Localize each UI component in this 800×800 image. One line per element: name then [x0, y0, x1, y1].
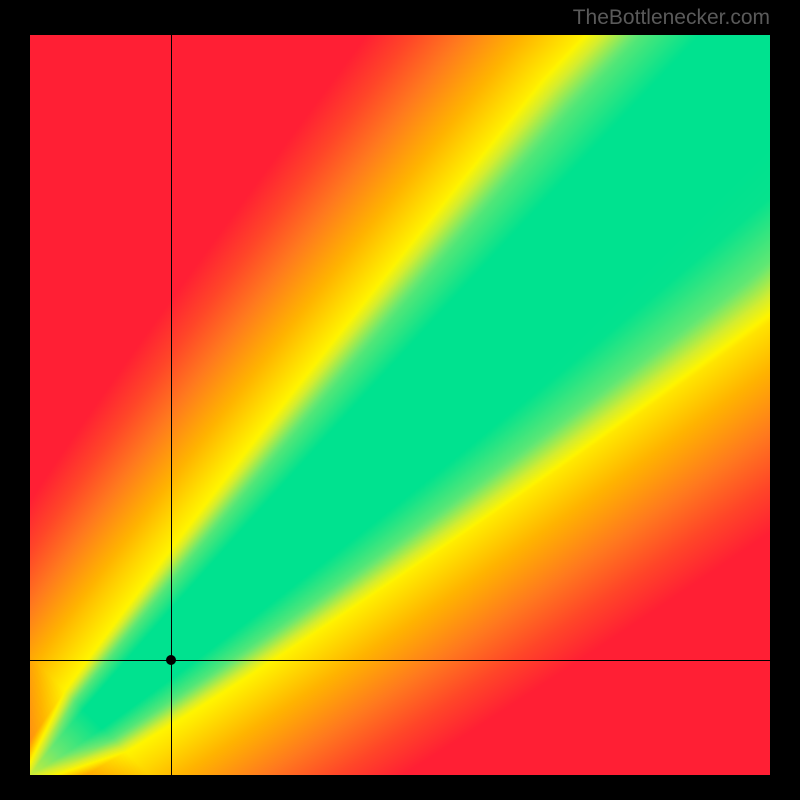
attribution-text: TheBottlenecker.com — [573, 6, 770, 30]
data-point-marker — [166, 655, 176, 665]
crosshair-horizontal — [30, 660, 770, 661]
chart-container: TheBottlenecker.com — [0, 0, 800, 800]
heatmap-canvas — [30, 35, 770, 775]
plot-area — [30, 35, 770, 775]
